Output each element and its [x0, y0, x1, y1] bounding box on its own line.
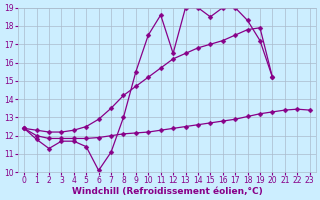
- X-axis label: Windchill (Refroidissement éolien,°C): Windchill (Refroidissement éolien,°C): [72, 187, 262, 196]
